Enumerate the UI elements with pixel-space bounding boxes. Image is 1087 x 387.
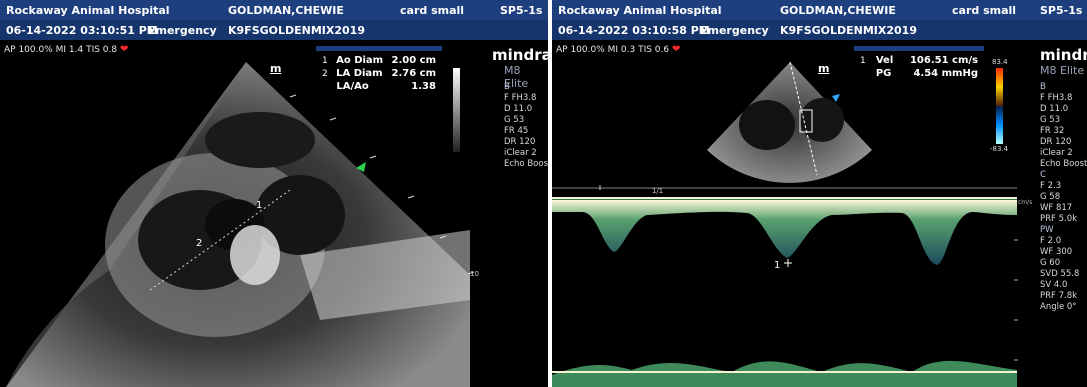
model-name: M8 Elite — [504, 64, 529, 90]
measurement-box: 1 Ao Diam 2.00 cm 2 LA Diam 2.76 cm LA/Ao 1.3… — [316, 46, 442, 96]
colorbar-bottom-label: -83.4 — [990, 145, 1009, 153]
param-item: F 2.0 — [1040, 236, 1062, 246]
param-item: G 60 — [1040, 258, 1061, 268]
acoustic-status: AP 100.0% MI 1.4 TIS 0.8 ❤ — [4, 44, 129, 55]
exam-datetime: 06-14-2022 03:10:58 PM — [558, 24, 710, 37]
color-scale-bar — [996, 68, 1003, 144]
header-bottom: 06-14-2022 03:10:51 PM Emergency K9FSGOL… — [0, 20, 548, 40]
preset: card small — [952, 4, 1017, 17]
depth-label: 10 — [470, 270, 479, 278]
param-item: F FH3.8 — [1040, 93, 1073, 103]
patient-id: K9FSGOLDENMIX2019 — [780, 24, 917, 37]
brand-logo: mindray — [492, 46, 548, 64]
heart-icon: ❤ — [120, 44, 129, 55]
doppler-panel: 1/1 1 cm/s Rockaway Animal Hospital GOLD… — [552, 0, 1087, 387]
acoustic-status: AP 100.0% MI 0.3 TIS 0.6 ❤ — [556, 44, 681, 55]
param-item: DR 120 — [1040, 137, 1072, 147]
param-item: PW — [1040, 225, 1054, 235]
param-item: B — [1040, 82, 1046, 92]
param-item: SV 4.0 — [1040, 280, 1068, 290]
exam-type: Emergency — [148, 24, 217, 37]
param-item: PRF 5.0k — [1040, 214, 1078, 224]
marker-1: 1 — [256, 200, 262, 211]
marker-2: 2 — [196, 238, 202, 249]
measurement-row: 2 LA Diam 2.76 cm — [322, 68, 436, 79]
time-scale: 1/1 — [652, 187, 663, 195]
exam-type: Emergency — [700, 24, 769, 37]
imaging-params: B F FH3.8 D 11.0 G 53 FR 45 DR 120 iClea… — [504, 82, 548, 169]
param-item: WF 817 — [1040, 203, 1073, 213]
orientation-mark: m — [270, 62, 282, 75]
scale-unit: cm/s — [1018, 199, 1032, 206]
probe: SP5-1s — [500, 4, 543, 17]
header-bottom: 06-14-2022 03:10:58 PM Emergency K9FSGOL… — [552, 20, 1087, 40]
patient-id: K9FSGOLDENMIX2019 — [228, 24, 365, 37]
doppler-image: 1/1 1 cm/s — [552, 61, 1032, 387]
patient-name: GOLDMAN,CHEWIE — [228, 4, 344, 17]
measurement-row: LA/Ao 1.38 — [336, 81, 436, 92]
exam-datetime: 06-14-2022 03:10:51 PM — [6, 24, 158, 37]
clinic-name: Rockaway Animal Hospital — [6, 4, 170, 17]
focus-marker — [356, 162, 366, 172]
heart-icon: ❤ — [672, 44, 681, 55]
brand-logo: mindray — [1040, 46, 1087, 64]
param-item: Echo Boost — [1040, 159, 1087, 169]
param-item: D 11.0 — [1040, 104, 1069, 114]
header-top: Rockaway Animal Hospital GOLDMAN,CHEWIE … — [552, 0, 1087, 20]
clinic-name: Rockaway Animal Hospital — [558, 4, 722, 17]
sector-image: 1 2 10 — [6, 62, 479, 387]
measurement-row: 1 Ao Diam 2.00 cm — [322, 55, 436, 66]
model-name: M8 Elite — [1040, 64, 1085, 77]
header-top: Rockaway Animal Hospital GOLDMAN,CHEWIE … — [0, 0, 548, 20]
echo-2d-panel: 1 2 10 Rockaway Animal Hospital GOLDMAN,… — [0, 0, 548, 387]
param-item: G 58 — [1040, 192, 1061, 202]
patient-name: GOLDMAN,CHEWIE — [780, 4, 896, 17]
probe: SP5-1s — [1040, 4, 1083, 17]
param-item: iClear 2 — [1040, 148, 1073, 158]
preset: card small — [400, 4, 465, 17]
param-item: Angle 0° — [1040, 302, 1077, 312]
measurement-box: 1 Vel 106.51 cm/s PG 4.54 mmHg — [854, 46, 984, 83]
param-item: G 53 — [1040, 115, 1061, 125]
param-item: PRF 7.8k — [1040, 291, 1078, 301]
grayscale-bar — [453, 68, 460, 152]
param-item: WF 300 — [1040, 247, 1073, 257]
colorbar-top-label: 83.4 — [992, 58, 1008, 66]
param-item: SVD 55.8 — [1040, 269, 1080, 279]
param-item: F 2.3 — [1040, 181, 1062, 191]
focus-marker — [832, 94, 840, 102]
marker-1: 1 — [774, 260, 780, 271]
measurement-row: PG 4.54 mmHg — [875, 68, 978, 79]
measurement-row: 1 Vel 106.51 cm/s — [860, 55, 978, 66]
param-item: C — [1040, 170, 1046, 180]
orientation-mark: m — [818, 62, 830, 75]
param-item: FR 32 — [1040, 126, 1065, 136]
